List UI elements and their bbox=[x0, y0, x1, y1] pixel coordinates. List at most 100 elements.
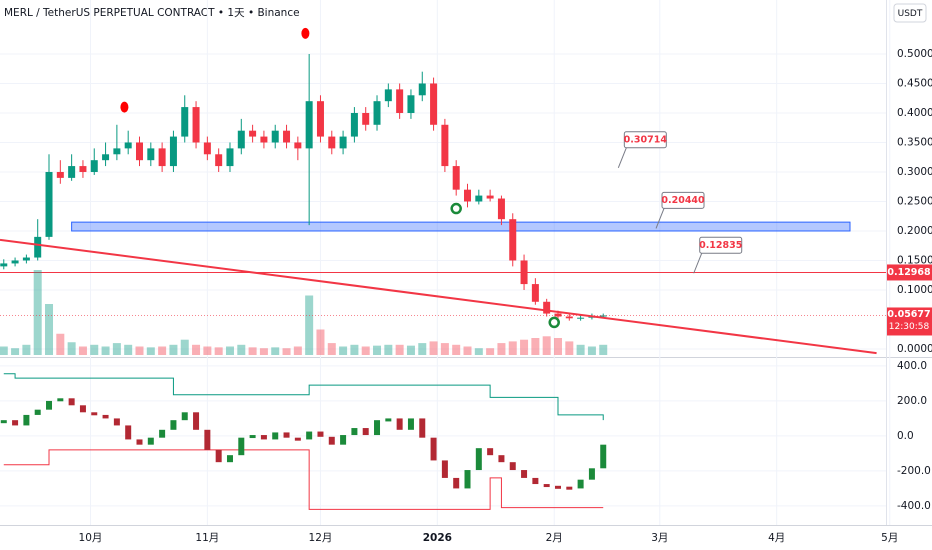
candle-body bbox=[226, 148, 234, 167]
candle-body bbox=[554, 313, 562, 317]
oscillator-bar bbox=[193, 412, 200, 430]
lower-band bbox=[3, 449, 604, 510]
oscillator-bar bbox=[46, 400, 53, 410]
volume-bar bbox=[180, 339, 189, 355]
candle-body bbox=[260, 136, 268, 143]
volume-bar bbox=[350, 344, 359, 355]
candle-body bbox=[599, 315, 607, 317]
volume-bar bbox=[553, 338, 562, 355]
candle-body bbox=[565, 316, 573, 319]
candle-body bbox=[464, 189, 472, 202]
candle-body bbox=[577, 317, 585, 319]
oscillator-bar bbox=[385, 418, 392, 422]
candle-body bbox=[79, 166, 87, 172]
candle-body bbox=[339, 136, 347, 149]
volume-bar bbox=[282, 348, 291, 355]
osc-tick-label: 0.0 bbox=[897, 430, 914, 442]
volume-bar bbox=[384, 344, 393, 355]
candle-body bbox=[543, 301, 551, 314]
x-tick-label: 2026 bbox=[423, 532, 452, 544]
volume-bar bbox=[78, 346, 87, 355]
volume-bar bbox=[599, 344, 608, 355]
candle-body bbox=[497, 198, 505, 220]
volume-bar bbox=[33, 270, 42, 355]
volume-bar bbox=[259, 348, 268, 355]
x-tick-label: 3月 bbox=[651, 532, 668, 544]
volume-bar bbox=[508, 341, 517, 355]
candle-body bbox=[362, 112, 370, 125]
candle-body bbox=[169, 136, 177, 167]
oscillator-bar bbox=[68, 398, 75, 406]
candle-body bbox=[237, 130, 245, 149]
sell-signal bbox=[301, 27, 310, 39]
candle-body bbox=[90, 160, 98, 172]
oscillator-bar bbox=[238, 437, 245, 456]
hline-label: 0.12968 bbox=[887, 267, 931, 278]
candle-body bbox=[158, 148, 166, 167]
oscillator-bar bbox=[588, 468, 595, 480]
candle-body bbox=[328, 136, 336, 149]
candle-body bbox=[68, 166, 76, 178]
candle-body bbox=[418, 83, 426, 96]
oscillator-bar bbox=[509, 462, 516, 471]
oscillator-bar bbox=[430, 437, 437, 461]
oscillator-bar bbox=[12, 420, 19, 426]
candle-body bbox=[452, 166, 460, 190]
volume-bar bbox=[146, 347, 155, 355]
oscillator-bar bbox=[453, 477, 460, 489]
oscillator-bar bbox=[102, 414, 109, 419]
oscillator-bar bbox=[396, 418, 403, 430]
last-price-label: 0.05677 bbox=[887, 309, 930, 320]
volume-bar bbox=[327, 343, 336, 355]
volume-bar bbox=[214, 347, 223, 355]
oscillator-bar bbox=[23, 414, 30, 426]
candle-body bbox=[305, 101, 313, 149]
oscillator-bar bbox=[600, 444, 607, 469]
volume-bar bbox=[169, 344, 178, 355]
volume-bar bbox=[22, 344, 31, 355]
oscillator-bar bbox=[181, 412, 188, 421]
volume-bar bbox=[406, 345, 415, 355]
currency-box[interactable] bbox=[893, 3, 927, 23]
volume-bar bbox=[192, 344, 201, 355]
volume-bar bbox=[587, 346, 596, 355]
callout-box bbox=[661, 191, 705, 209]
y-tick-label: 0.50000 bbox=[897, 48, 932, 60]
volume-bar bbox=[418, 343, 427, 355]
oscillator-bar bbox=[294, 437, 301, 441]
oscillator-bar bbox=[91, 412, 98, 416]
candle-body bbox=[22, 257, 30, 261]
volume-bar bbox=[158, 346, 167, 355]
oscillator-bar bbox=[498, 455, 505, 463]
oscillator-bar bbox=[362, 428, 369, 436]
volume-bar bbox=[225, 346, 234, 355]
volume-bar bbox=[316, 329, 325, 355]
callout-pointer bbox=[655, 208, 665, 229]
oscillator-bar bbox=[577, 479, 584, 489]
oscillator-bar bbox=[475, 448, 482, 471]
oscillator-bar bbox=[79, 405, 86, 413]
oscillator-bar bbox=[407, 418, 414, 430]
volume-bar bbox=[135, 346, 144, 355]
candle-body bbox=[520, 260, 528, 285]
last-price-box bbox=[887, 307, 932, 336]
buy-signal bbox=[548, 316, 560, 329]
candle-body bbox=[192, 107, 200, 143]
volume-bar bbox=[565, 341, 574, 355]
volume-bar bbox=[203, 346, 212, 355]
volume-bar bbox=[542, 336, 551, 355]
x-tick-label: 4月 bbox=[768, 532, 785, 544]
oscillator-bar bbox=[0, 420, 7, 424]
candle-body bbox=[350, 112, 358, 137]
candle-body bbox=[430, 83, 438, 125]
oscillator-bar bbox=[272, 432, 279, 440]
volume-bar bbox=[373, 345, 382, 355]
osc-tick-label: 200.0 bbox=[897, 395, 927, 407]
